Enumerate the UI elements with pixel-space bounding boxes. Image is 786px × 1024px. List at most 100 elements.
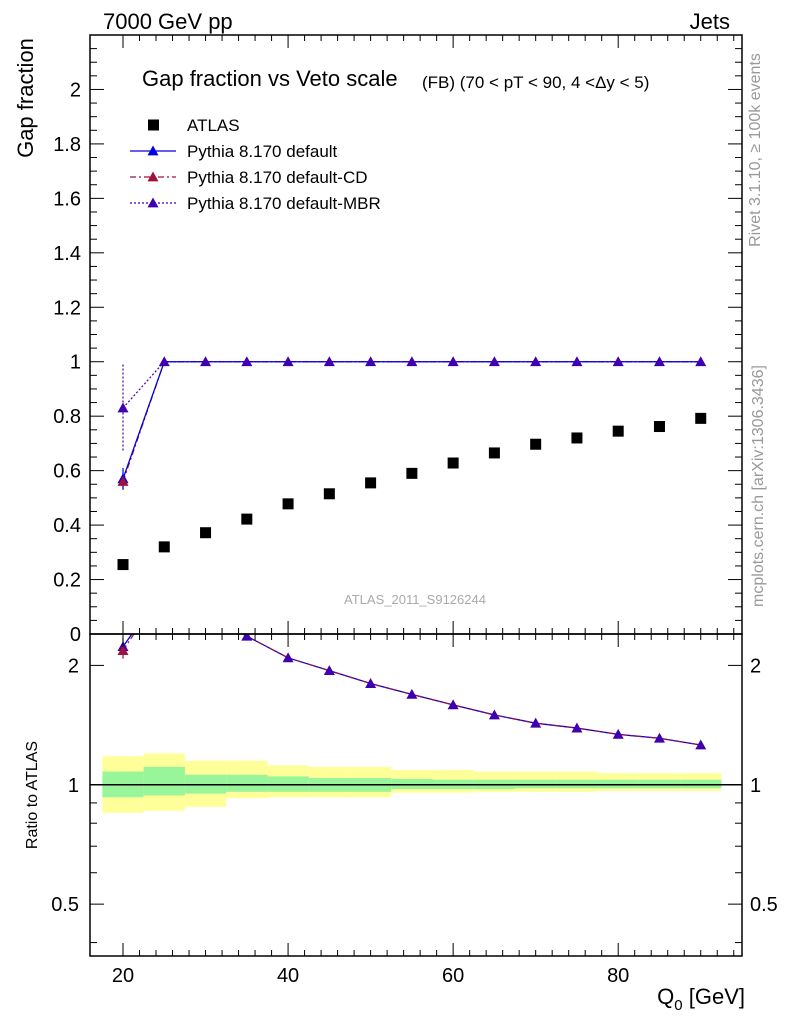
ratio-line-cd xyxy=(122,634,701,746)
ratio-marker xyxy=(159,583,170,593)
y-tick-label: 1.6 xyxy=(53,188,81,210)
chart-title-suffix: (FB) (70 < pT < 90, 4 <Δy < 5) xyxy=(422,73,649,92)
series-marker xyxy=(488,356,500,367)
series-line-default xyxy=(122,361,701,480)
atlas-data-point xyxy=(653,421,665,433)
legend-marker xyxy=(148,119,159,131)
atlas-data-point xyxy=(488,447,500,459)
x-tick-label: 40 xyxy=(277,965,299,987)
ratio-marker xyxy=(653,732,665,743)
x-tick-label: 20 xyxy=(112,965,134,987)
ratio-tick-label-left: 0.5 xyxy=(51,894,79,916)
ratio-line-default xyxy=(122,634,701,746)
rivet-label: Rivet 3.1.10, ≥ 100k events xyxy=(747,53,764,247)
legend-marker xyxy=(147,145,159,156)
ratio-panel-content xyxy=(90,583,742,813)
y-tick-label: 1 xyxy=(70,352,81,374)
atlas-data-point xyxy=(612,425,624,437)
atlas-data-point xyxy=(406,467,418,479)
ratio-y-axis-label: Ratio to ATLAS xyxy=(24,741,41,849)
series-marker xyxy=(695,356,707,367)
atlas-data-point xyxy=(158,541,170,553)
ratio-tick-label-right: 2 xyxy=(750,655,761,677)
legend-label: ATLAS xyxy=(187,116,240,135)
analysis-watermark: ATLAS_2011_S9126244 xyxy=(344,592,486,607)
ratio-band-inner xyxy=(391,778,433,790)
atlas-data-point xyxy=(695,412,707,424)
chart-area: 20 40 60 80 0 0.2 0.4 0.6 0.8 1 1.2 1.4 1.6 1.8 2 0.5 0.… xyxy=(51,34,778,987)
ratio-tick-label-right: 1 xyxy=(750,775,761,797)
atlas-data-point xyxy=(530,438,542,450)
ratio-marker xyxy=(571,722,583,733)
series-marker xyxy=(530,356,542,367)
ratio-band-inner xyxy=(143,766,185,796)
header-left: 7000 GeV pp xyxy=(103,9,233,34)
series-marker xyxy=(200,356,212,367)
ratio-band-inner xyxy=(226,774,268,792)
ratio-marker xyxy=(200,609,211,619)
atlas-data-point xyxy=(323,488,335,500)
y-tick-label: 0.4 xyxy=(53,515,81,537)
series-marker xyxy=(117,402,129,413)
ratio-marker xyxy=(447,699,459,710)
series-marker xyxy=(323,356,335,367)
y-tick-label: 2 xyxy=(70,79,81,101)
ratio-marker xyxy=(612,728,624,739)
atlas-data-point xyxy=(365,477,377,489)
legend-label: Pythia 8.170 default-CD xyxy=(187,168,368,187)
series-marker xyxy=(612,356,624,367)
atlas-data-point xyxy=(447,457,459,469)
ratio-marker xyxy=(241,634,253,641)
ratio-band-inner xyxy=(515,779,557,789)
ratio-marker xyxy=(488,709,500,720)
ratio-marker xyxy=(530,717,542,728)
ratio-band-inner xyxy=(680,779,722,789)
ratio-marker xyxy=(365,678,377,688)
x-axis-label: Q0 [GeV] xyxy=(657,984,745,1014)
ratio-marker xyxy=(406,688,418,699)
ratio-tick-label-left: 2 xyxy=(68,655,79,677)
y-tick-label: 0.2 xyxy=(53,570,81,592)
mcplots-label: mcplots.cern.ch [arXiv:1306.3436] xyxy=(750,365,767,607)
legend-label: Pythia 8.170 default xyxy=(187,142,338,161)
header-right: Jets xyxy=(690,9,730,34)
atlas-data-point xyxy=(117,559,129,571)
series-marker xyxy=(571,356,583,367)
legend-label: Pythia 8.170 default-MBR xyxy=(187,194,381,213)
series-marker xyxy=(653,356,665,367)
y-tick-label: 1.8 xyxy=(53,134,81,156)
ratio-band-inner xyxy=(638,779,681,789)
y-axis-label: Gap fraction xyxy=(13,38,38,158)
series-marker xyxy=(241,356,253,367)
series-marker xyxy=(282,356,294,367)
series-marker-cd xyxy=(117,476,129,486)
x-tick-label: 60 xyxy=(442,965,464,987)
ratio-band-inner xyxy=(597,779,639,789)
atlas-data-point xyxy=(200,527,212,539)
x-tick-label: 80 xyxy=(607,965,629,987)
ratio-marker-cd xyxy=(117,645,129,655)
series-line-cd xyxy=(122,361,701,482)
ratio-band-inner xyxy=(556,779,598,789)
legend-marker xyxy=(147,171,159,182)
atlas-data-point xyxy=(571,432,583,444)
series-marker xyxy=(365,356,377,367)
y-tick-label: 0 xyxy=(70,624,81,646)
atlas-data-point xyxy=(241,513,253,525)
series-marker xyxy=(406,356,418,367)
chart-title: Gap fraction vs Veto scale xyxy=(142,66,398,91)
y-tick-label: 1.4 xyxy=(53,243,81,265)
ratio-marker xyxy=(323,665,335,676)
ratio-marker xyxy=(282,652,294,663)
y-tick-label: 0.6 xyxy=(53,461,81,483)
ratio-tick-label-left: 1 xyxy=(68,775,79,797)
series-marker xyxy=(158,356,170,367)
series-marker xyxy=(447,356,459,367)
series-line-mbr xyxy=(122,361,701,409)
atlas-data-point xyxy=(282,498,294,510)
main-panel-content xyxy=(117,356,707,571)
y-tick-label: 1.2 xyxy=(53,297,81,319)
ratio-marker xyxy=(695,739,707,750)
y-tick-label: 0.8 xyxy=(53,406,81,428)
